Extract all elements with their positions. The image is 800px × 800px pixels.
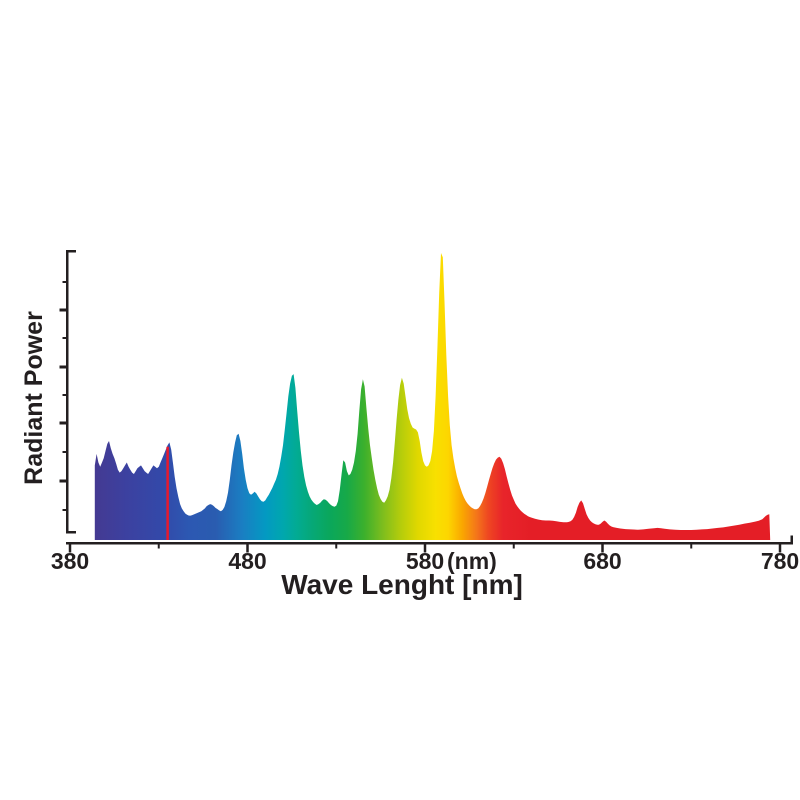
x-axis-tick-labels: 380 480 580 (nm) 680 780 xyxy=(51,548,799,574)
x-tick-label: 680 xyxy=(583,548,621,574)
x-tick-label: 780 xyxy=(761,548,799,574)
x-tick-label: 580 xyxy=(406,548,444,574)
y-axis-title: Radiant Power xyxy=(20,311,48,485)
x-tick-label: 480 xyxy=(228,548,266,574)
y-axis-ticks xyxy=(59,281,68,511)
spectrum-area-series xyxy=(94,253,771,540)
x-axis-title: Wave Lenght [nm] xyxy=(281,569,523,600)
x-tick-label: 380 xyxy=(51,548,89,574)
y-axis xyxy=(59,250,76,534)
x-axis-ticks xyxy=(68,543,782,553)
x-axis: 380 480 580 (nm) 680 780 xyxy=(51,535,799,574)
x-axis-unit-note: (nm) xyxy=(447,548,497,574)
